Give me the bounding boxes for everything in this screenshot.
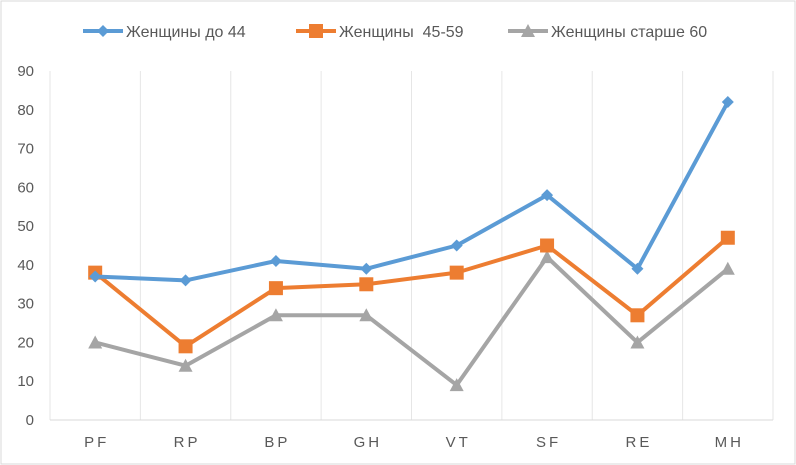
data-point bbox=[178, 339, 193, 354]
series-line bbox=[93, 100, 730, 283]
x-tick-label: BP bbox=[264, 434, 290, 451]
legend-item: Женщины до 44 bbox=[83, 24, 246, 41]
y-tick-label: 10 bbox=[17, 373, 34, 390]
data-point bbox=[449, 378, 464, 392]
x-tick-label: RE bbox=[626, 434, 653, 451]
data-point bbox=[450, 239, 463, 252]
x-tick-label: PF bbox=[84, 434, 109, 451]
data-point bbox=[360, 262, 373, 275]
data-point bbox=[630, 308, 645, 323]
x-tick-label: GH bbox=[354, 434, 383, 451]
legend-label: Женщины до 44 bbox=[126, 24, 246, 41]
legend-marker bbox=[97, 25, 109, 37]
y-tick-label: 0 bbox=[26, 412, 34, 429]
data-point bbox=[359, 308, 374, 322]
y-tick-label: 60 bbox=[17, 179, 34, 196]
series-3 bbox=[88, 250, 735, 392]
data-point bbox=[720, 261, 735, 275]
gridlines bbox=[49, 71, 774, 420]
data-point bbox=[89, 270, 102, 283]
y-tick-label: 80 bbox=[17, 102, 34, 119]
data-point bbox=[540, 250, 555, 264]
data-point bbox=[541, 189, 554, 202]
legend-marker bbox=[309, 24, 323, 38]
data-point bbox=[359, 277, 374, 292]
x-tick-label: RP bbox=[174, 434, 201, 451]
data-point bbox=[88, 335, 103, 349]
y-tick-label: 20 bbox=[17, 334, 34, 351]
data-point bbox=[269, 255, 282, 268]
series-2 bbox=[88, 230, 735, 354]
data-point bbox=[268, 281, 283, 296]
legend-item: Женщины старше 60 bbox=[508, 24, 707, 41]
data-point bbox=[630, 335, 645, 349]
data-point bbox=[178, 358, 193, 372]
data-point bbox=[540, 238, 555, 253]
y-tick-label: 30 bbox=[17, 296, 34, 313]
y-tick-label: 90 bbox=[17, 63, 34, 80]
legend: Женщины до 44 Женщины 45-59 Женщины старше… bbox=[83, 24, 707, 41]
series-1 bbox=[89, 96, 734, 287]
legend-marker bbox=[521, 24, 535, 37]
data-point bbox=[268, 308, 283, 322]
legend-item: Женщины 45-59 bbox=[296, 24, 464, 41]
y-tick-label: 50 bbox=[17, 218, 34, 235]
y-tick-label: 40 bbox=[17, 257, 34, 274]
series-group bbox=[88, 96, 735, 392]
data-point bbox=[449, 265, 464, 280]
data-point bbox=[721, 96, 734, 109]
x-tick-label: MH bbox=[715, 434, 744, 451]
data-point bbox=[179, 274, 192, 287]
legend-label: Женщины старше 60 bbox=[551, 24, 707, 41]
series-line bbox=[93, 255, 730, 388]
data-point bbox=[631, 262, 644, 275]
y-tick-label: 70 bbox=[17, 141, 34, 158]
legend-label: Женщины 45-59 bbox=[339, 24, 464, 41]
x-tick-label: VT bbox=[446, 434, 471, 451]
series-line bbox=[93, 235, 730, 349]
axes: 0 10 20 30 40 50 60 70 80 90 PF RP BP GH VT SF RE MH bbox=[17, 63, 773, 451]
data-point bbox=[720, 230, 735, 245]
x-tick-label: SF bbox=[536, 434, 561, 451]
